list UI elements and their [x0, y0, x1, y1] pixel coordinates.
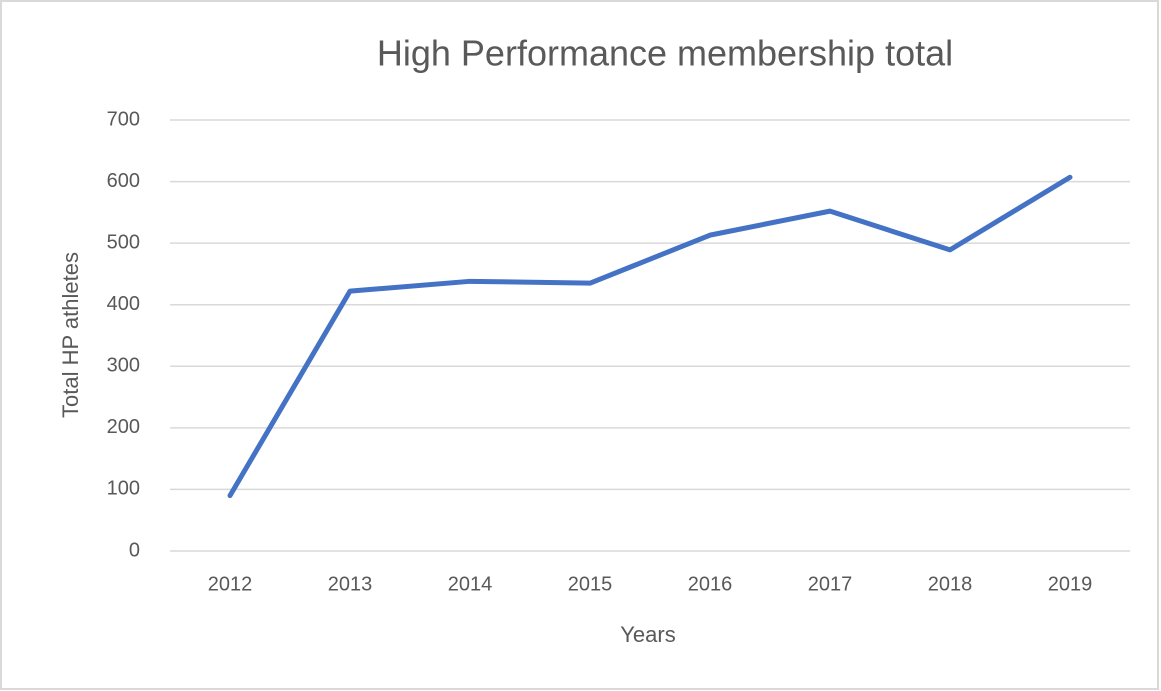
y-tick-label: 200: [107, 416, 140, 438]
y-axis-label: Total HP athletes: [58, 252, 83, 418]
y-tick-label: 100: [107, 478, 140, 500]
x-tick-label: 2014: [448, 573, 493, 595]
x-tick-label: 2012: [208, 573, 253, 595]
x-axis-label: Years: [620, 622, 675, 647]
x-tick-label: 2019: [1048, 573, 1093, 595]
x-tick-label: 2013: [328, 573, 373, 595]
x-tick-label: 2017: [808, 573, 853, 595]
x-tick-label: 2016: [688, 573, 733, 595]
x-tick-label: 2018: [928, 573, 973, 595]
data-line: [227, 174, 1073, 499]
y-tick-label: 400: [107, 293, 140, 315]
chart-title: High Performance membership total: [377, 33, 953, 74]
y-tick-label: 700: [107, 108, 140, 130]
y-tick-label: 600: [107, 170, 140, 192]
y-tick-label: 300: [107, 355, 140, 377]
x-tick-label: 2015: [568, 573, 613, 595]
y-tick-label: 0: [129, 539, 140, 561]
y-tick-label: 500: [107, 231, 140, 253]
